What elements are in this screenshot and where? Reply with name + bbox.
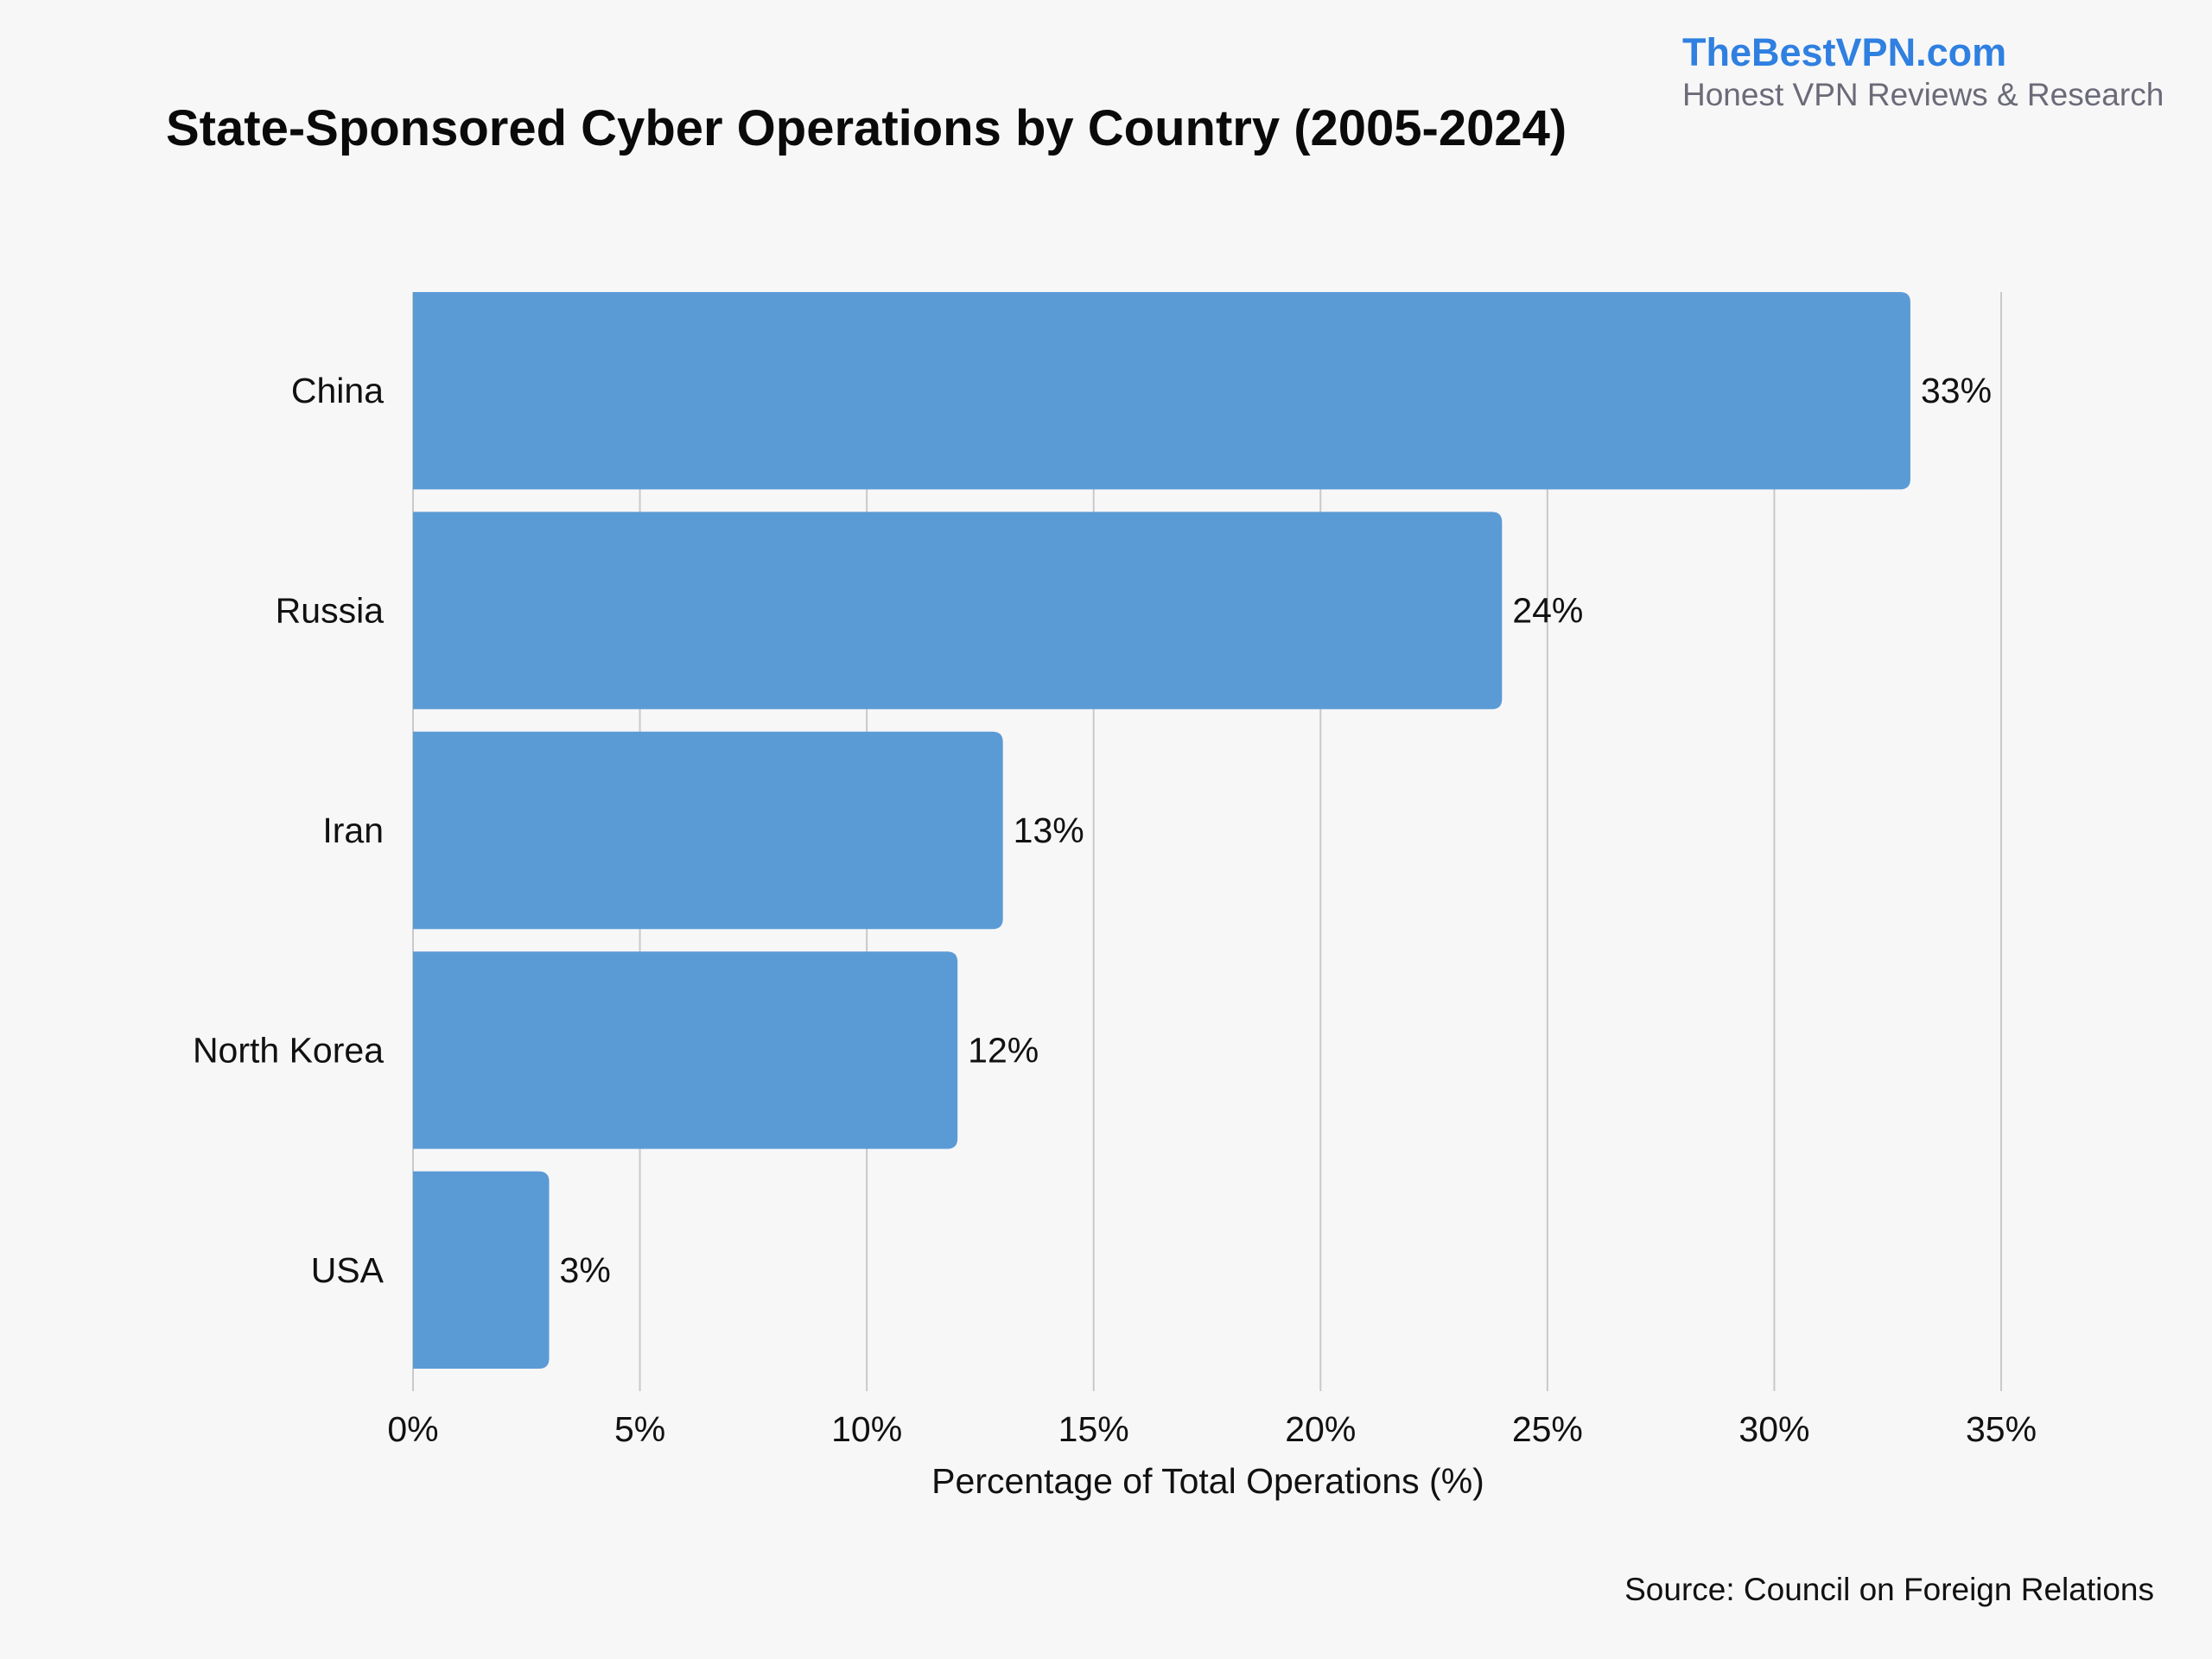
data-label: 33%	[1921, 371, 1992, 410]
x-axis-title: Percentage of Total Operations (%)	[931, 1461, 1484, 1501]
brand-tagline: Honest VPN Reviews & Research	[1682, 77, 2164, 112]
labels: 0% 5% 10% 15% 20% 25% 30% 35% China 33% Russia 24% I…	[193, 371, 2037, 1449]
bar-north-korea	[413, 951, 958, 1149]
bars	[413, 292, 1910, 1369]
x-tick-label: 35%	[1966, 1409, 2037, 1449]
bar-usa	[413, 1171, 550, 1369]
data-label: 24%	[1512, 591, 1583, 631]
category-label: Iran	[322, 810, 384, 850]
x-tick-label: 0%	[387, 1409, 438, 1449]
data-label: 3%	[560, 1250, 611, 1290]
x-tick-label: 5%	[614, 1409, 665, 1449]
x-tick-label: 30%	[1738, 1409, 1809, 1449]
category-label: China	[291, 371, 384, 410]
bar-russia	[413, 512, 1503, 709]
x-tick-label: 20%	[1285, 1409, 1356, 1449]
x-tick-label: 10%	[831, 1409, 902, 1449]
x-tick-label: 15%	[1058, 1409, 1129, 1449]
category-label: Russia	[276, 591, 385, 631]
chart-title: State-Sponsored Cyber Operations by Coun…	[166, 100, 1567, 156]
brand-name[interactable]: TheBestVPN.com	[1682, 30, 2006, 74]
bar-iran	[413, 731, 1003, 930]
source-note: Source: Council on Foreign Relations	[1624, 1572, 2154, 1607]
data-label: 13%	[1014, 810, 1084, 850]
category-label: North Korea	[193, 1030, 384, 1070]
category-label: USA	[311, 1250, 385, 1290]
bar-china	[413, 292, 1910, 490]
x-tick-label: 25%	[1512, 1409, 1583, 1449]
data-label: 12%	[968, 1030, 1039, 1070]
